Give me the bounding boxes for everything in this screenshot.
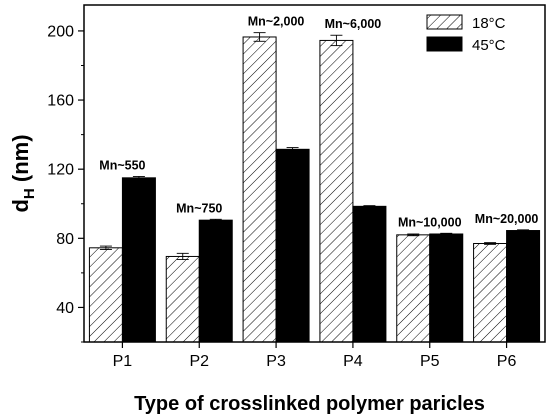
annotation-p3: Mn~2,000: [248, 15, 305, 29]
error-bar-p1-series2: [132, 175, 145, 180]
plot-frame: [83, 4, 546, 343]
annotation-p6: Mn~20,000: [475, 212, 539, 226]
annotation-p4: Mn~6,000: [325, 17, 382, 31]
error-bar-p3-series1: [253, 32, 266, 42]
y-tick-label-120: 120: [47, 162, 74, 179]
y-axis-label: dH (nm): [8, 134, 38, 212]
legend: 18°C 45°C: [426, 14, 506, 54]
bar-p5-series2: [429, 233, 464, 343]
x-axis-label: Type of crosslinked polymer paricles: [134, 393, 485, 415]
legend-swatch-series1: [426, 14, 463, 30]
x-tick-label-p6: P6: [497, 353, 517, 370]
bar-p5-series1: [396, 234, 431, 343]
annotation-p2: Mn~750: [176, 201, 222, 215]
x-tick-label-p4: P4: [343, 353, 363, 370]
bar-p6-series1: [473, 242, 508, 343]
y-tick-label-200: 200: [47, 23, 74, 40]
bar-p4-series2: [352, 205, 387, 343]
bar-p1-series1: [88, 247, 123, 343]
error-bar-p1-series1: [99, 245, 112, 250]
error-bar-p4-series1: [330, 34, 343, 47]
error-bar-p5-series1: [407, 233, 420, 237]
bar-p6-series2: [506, 230, 541, 343]
error-bar-p4-series2: [363, 205, 376, 208]
bar-p2-series1: [165, 255, 200, 343]
y-tick-label-160: 160: [47, 93, 74, 110]
bar-p1-series2: [121, 177, 156, 343]
legend-label-series1: 18°C: [472, 15, 506, 32]
x-tick-label-p2: P2: [189, 353, 209, 370]
error-bar-p3-series2: [286, 147, 299, 152]
annotation-p1: Mn~550: [99, 158, 145, 172]
error-bar-p6-series1: [484, 242, 497, 245]
y-tick-label-40: 40: [56, 300, 74, 317]
bar-p2-series2: [198, 219, 233, 343]
bar-p3-series1: [242, 36, 277, 343]
x-tick-label-p5: P5: [420, 353, 440, 370]
legend-label-series2: 45°C: [472, 37, 506, 54]
error-bar-p5-series2: [440, 232, 453, 236]
legend-swatch-series2: [426, 36, 463, 52]
x-tick-label-p3: P3: [266, 353, 286, 370]
y-tick-label-80: 80: [56, 231, 74, 248]
error-bar-p6-series2: [517, 229, 530, 232]
bar-p3-series2: [275, 148, 310, 343]
error-bar-p2-series2: [209, 218, 222, 222]
bar-p4-series1: [319, 39, 354, 343]
error-bar-p2-series1: [176, 252, 189, 261]
x-tick-label-p1: P1: [113, 353, 133, 370]
annotation-p5: Mn~10,000: [398, 215, 462, 229]
